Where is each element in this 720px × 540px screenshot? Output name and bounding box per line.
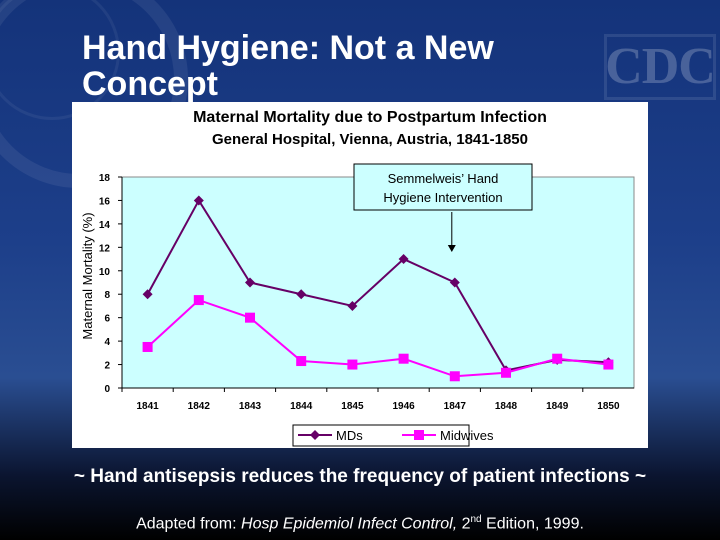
data-point-midwives [296, 356, 307, 367]
y-tick-label: 8 [104, 290, 110, 301]
hhs-seal-ring [0, 0, 120, 120]
y-tick-label: 10 [99, 267, 111, 278]
annotation-arrow-head [447, 245, 456, 252]
x-tick-label: 1849 [546, 401, 569, 412]
annotation-line2: Hygiene Intervention [383, 190, 502, 205]
y-tick-label: 6 [104, 314, 110, 325]
x-tick-label: 1850 [597, 401, 620, 412]
legend-box [292, 424, 470, 447]
data-point-midwives [193, 295, 204, 306]
chart-card: Maternal Mortality due to Postpartum Inf… [72, 102, 648, 448]
x-tick-label: 1844 [290, 401, 313, 412]
citation-source: Hosp Epidemiol Infect Control, [241, 515, 458, 533]
x-tick-label: 1843 [239, 401, 262, 412]
chart-svg: Maternal Mortality due to Postpartum Inf… [80, 109, 635, 447]
x-tick-label: 1946 [392, 401, 415, 412]
chart-subtitle: General Hospital, Vienna, Austria, 1841-… [212, 131, 528, 148]
citation: Adapted from: Hosp Epidemiol Infect Cont… [0, 514, 720, 533]
legend-label-mds: MDs [336, 428, 363, 443]
x-tick-label: 1842 [188, 401, 211, 412]
cdc-logo-frame [604, 34, 716, 100]
data-point-midwives [552, 353, 563, 364]
slide-title: Hand Hygiene: Not a New Concept [82, 29, 494, 103]
footer-statement: ~ Hand antisepsis reduces the frequency … [73, 466, 647, 487]
y-tick-label: 16 [99, 196, 111, 207]
y-axis-label: Maternal Mortality (%) [80, 212, 95, 339]
annotation-line1: Semmelweis’ Hand [388, 171, 499, 186]
x-tick-label: 1847 [444, 401, 467, 412]
x-tick-label: 1848 [495, 401, 518, 412]
data-point-midwives [245, 312, 255, 323]
legend-marker-midwives [414, 430, 424, 440]
y-tick-label: 12 [99, 243, 111, 254]
y-tick-label: 14 [99, 220, 111, 231]
data-point-midwives [142, 341, 153, 352]
cdc-logo: CDC [605, 38, 716, 95]
x-tick-label: 1841 [136, 401, 159, 412]
citation-edition-number: 2 [457, 515, 471, 533]
y-tick-label: 18 [99, 173, 111, 184]
data-point-mds [245, 277, 255, 288]
data-point-mds [193, 195, 204, 206]
citation-prefix: Adapted from: [136, 515, 242, 533]
data-point-midwives [398, 353, 409, 364]
data-point-midwives [449, 371, 460, 382]
citation-edition-suffix: nd [470, 514, 482, 525]
series-line-midwives [146, 298, 609, 378]
legend-label-midwives: Midwives [440, 428, 494, 443]
data-point-mds [142, 289, 153, 300]
data-point-mds [347, 300, 358, 311]
data-point-mds [449, 277, 460, 288]
x-tick-label: 1845 [341, 401, 364, 412]
chart-title: Maternal Mortality due to Postpartum Inf… [193, 109, 547, 126]
data-point-midwives [501, 367, 511, 378]
citation-suffix: Edition, 1999. [481, 515, 584, 533]
annotation-box [353, 163, 533, 211]
data-point-midwives [347, 359, 358, 370]
data-point-midwives [603, 359, 614, 370]
legend-marker-mds [310, 430, 320, 440]
y-tick-label: 0 [104, 384, 110, 395]
data-point-mds [296, 289, 307, 300]
y-tick-label: 4 [104, 337, 110, 348]
annotation: Semmelweis’ Hand Hygiene Intervention [353, 163, 533, 252]
y-tick-label: 2 [104, 361, 110, 372]
